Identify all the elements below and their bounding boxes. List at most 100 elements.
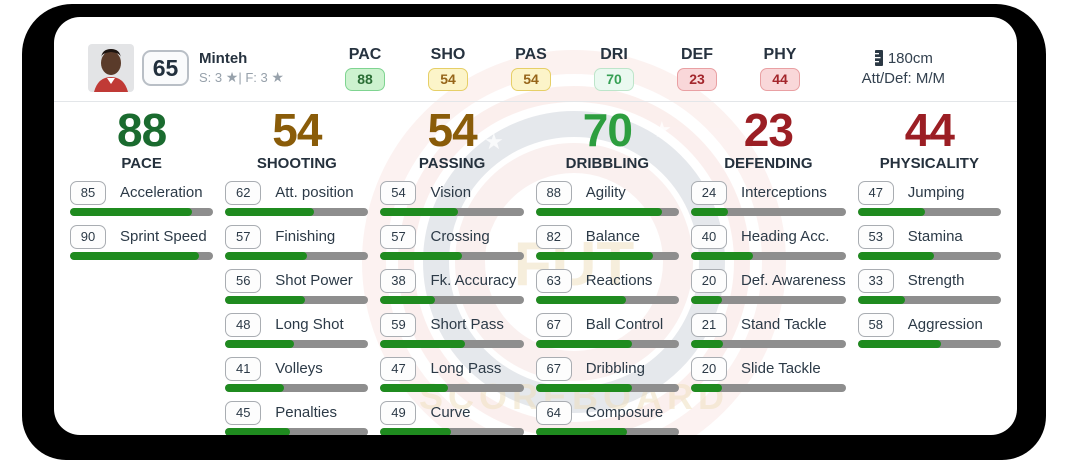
stat-label: Sprint Speed: [120, 228, 207, 246]
separator: |: [238, 70, 242, 85]
stat-value-badge: 67: [535, 312, 572, 337]
stat-value-badge: 47: [380, 356, 417, 381]
stat-label: Interceptions: [740, 184, 827, 202]
stat-progress-track: [535, 427, 679, 435]
stat-label: Acceleration: [120, 184, 203, 202]
stat-value-badge: 48: [225, 312, 262, 337]
stat-value-badge: 24: [690, 180, 727, 205]
stat-label: Slide Tackle: [740, 360, 821, 378]
top-stat-value-badge: 23: [677, 67, 717, 91]
stat-progress-track: [857, 339, 1001, 348]
stat-row: 47 Long Pass: [380, 356, 523, 381]
top-stat-dri: DRI 70: [594, 46, 634, 91]
stat-value-badge: 20: [690, 268, 727, 293]
player-avatar: [88, 44, 134, 92]
top-stat-value-badge: 54: [511, 67, 551, 91]
stats-grid: 88 PACE 85 Acceleration 90 Sprint Speed …: [54, 102, 1017, 435]
stat-row: 67 Dribbling: [535, 356, 679, 381]
category-rating: 88: [117, 104, 167, 156]
player-name: Minteh: [199, 50, 248, 67]
stat-value-badge: 49: [380, 400, 417, 425]
stat-progress-fill: [535, 207, 662, 216]
card-header: 65 Minteh S: 3 ★| F: 3 ★ PAC 88 SHO 54 P…: [54, 17, 1017, 102]
stat-value-badge: 59: [380, 312, 417, 337]
top-stat-label: PAS: [515, 45, 547, 63]
skill-moves-label: S: 3: [199, 70, 223, 85]
stat-row: 24 Interceptions: [690, 180, 846, 205]
stat-label: Stand Tackle: [740, 316, 827, 334]
stat-progress-fill: [690, 207, 729, 216]
stat-value-badge: 38: [380, 268, 417, 293]
stat-label: Composure: [585, 404, 664, 422]
category-title: DEFENDING: [724, 154, 813, 172]
stat-row: 63 Reactions: [535, 268, 679, 293]
stat-label: Volleys: [275, 360, 323, 378]
stat-progress-track: [857, 251, 1001, 260]
player-name-block: Minteh S: 3 ★| F: 3 ★: [199, 50, 345, 86]
stat-value-badge: 45: [225, 400, 262, 425]
stat-progress-fill: [70, 251, 199, 260]
stat-progress-fill: [857, 207, 926, 216]
stat-row: 59 Short Pass: [380, 312, 523, 337]
category-dribbling: 70 DRIBBLING 88 Agility 82 Balance 63 Re…: [535, 107, 679, 435]
stat-progress-track: [690, 207, 846, 216]
skill-weakfoot-line: S: 3 ★| F: 3 ★: [199, 69, 345, 86]
stat-row: 57 Crossing: [380, 224, 523, 249]
stat-row: 57 Finishing: [225, 224, 368, 249]
stat-progress-fill: [857, 295, 906, 304]
stat-row: 41 Volleys: [225, 356, 368, 381]
stat-progress-track: [690, 251, 846, 260]
stat-progress-fill: [225, 251, 307, 260]
player-workrates: Att/Def: M/M: [861, 69, 945, 87]
stat-value-badge: 63: [535, 268, 572, 293]
stat-value-badge: 64: [535, 400, 572, 425]
stat-progress-fill: [690, 383, 722, 392]
category-title: PASSING: [418, 154, 486, 172]
stat-row: 54 Vision: [380, 180, 523, 205]
star-icon: ★: [271, 69, 284, 85]
stat-value-badge: 57: [225, 224, 262, 249]
stat-progress-fill: [857, 251, 934, 260]
category-rating: 54: [272, 104, 322, 156]
stat-progress-fill: [690, 251, 753, 260]
category-rating: 54: [427, 104, 478, 156]
stat-progress-track: [380, 427, 524, 435]
stat-progress-fill: [225, 383, 284, 392]
stat-progress-fill: [535, 427, 628, 435]
category-physicality: 44 PHYSICALITY 47 Jumping 53 Stamina 33 …: [857, 107, 1001, 435]
category-shooting: 54 SHOOTING 62 Att. position 57 Finishin…: [225, 104, 369, 435]
top-stat-pas: PAS 54: [511, 46, 551, 91]
stat-progress-track: [690, 295, 846, 304]
stat-label: Att. position: [275, 184, 354, 202]
stat-progress-fill: [225, 207, 315, 216]
stat-progress-track: [380, 207, 524, 216]
stat-progress-fill: [857, 339, 941, 348]
stat-progress-track: [857, 207, 1001, 216]
stat-progress-fill: [535, 383, 632, 392]
stat-value-badge: 85: [70, 180, 106, 205]
stat-row: 45 Penalties: [225, 400, 368, 425]
stat-progress-track: [535, 207, 679, 216]
stat-label: Agility: [585, 184, 626, 202]
top-stat-label: DEF: [681, 45, 713, 63]
category-title: PHYSICALITY: [879, 154, 979, 172]
stat-label: Reactions: [585, 272, 653, 290]
stat-row: 67 Ball Control: [535, 312, 679, 337]
stat-label: Strength: [907, 272, 965, 290]
stat-row: 40 Heading Acc.: [690, 224, 846, 249]
stat-label: Aggression: [907, 316, 983, 334]
stat-progress-track: [225, 207, 369, 216]
stat-label: Jumping: [907, 184, 965, 202]
top-stat-def: DEF 23: [677, 46, 717, 91]
stat-value-badge: 33: [857, 268, 894, 293]
top-stat-value-badge: 44: [760, 67, 800, 91]
category-rating: 23: [743, 104, 794, 156]
stat-label: Stamina: [907, 228, 963, 246]
overall-rating: 65: [142, 50, 189, 86]
stat-label: Dribbling: [585, 360, 645, 378]
top-stat-value-badge: 88: [345, 67, 385, 91]
category-title: DRIBBLING: [565, 154, 649, 172]
stat-row: 64 Composure: [535, 400, 679, 425]
ruler-icon: [874, 50, 883, 66]
stat-progress-track: [690, 339, 846, 348]
